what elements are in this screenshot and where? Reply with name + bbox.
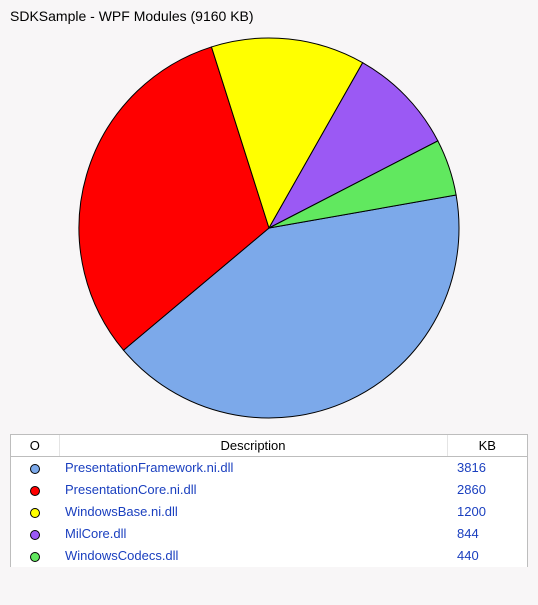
kb-cell: 1200 bbox=[447, 501, 527, 523]
swatch-cell bbox=[11, 523, 59, 545]
color-swatch-icon bbox=[30, 464, 40, 474]
description-cell: PresentationCore.ni.dll bbox=[59, 479, 447, 501]
swatch-cell bbox=[11, 457, 59, 480]
table-header-row: O Description KB bbox=[11, 435, 527, 457]
table-row[interactable]: WindowsCodecs.dll440 bbox=[11, 545, 527, 567]
description-cell: WindowsCodecs.dll bbox=[59, 545, 447, 567]
color-swatch-icon bbox=[30, 508, 40, 518]
color-swatch-icon bbox=[30, 530, 40, 540]
column-header-kb[interactable]: KB bbox=[447, 435, 527, 457]
color-swatch-icon bbox=[30, 486, 40, 496]
modules-table: O Description KB PresentationFramework.n… bbox=[11, 435, 527, 567]
column-header-description[interactable]: Description bbox=[59, 435, 447, 457]
description-cell: MilCore.dll bbox=[59, 523, 447, 545]
swatch-cell bbox=[11, 501, 59, 523]
kb-cell: 440 bbox=[447, 545, 527, 567]
table-row[interactable]: WindowsBase.ni.dll1200 bbox=[11, 501, 527, 523]
color-swatch-icon bbox=[30, 552, 40, 562]
kb-cell: 844 bbox=[447, 523, 527, 545]
table-row[interactable]: PresentationFramework.ni.dll3816 bbox=[11, 457, 527, 480]
pie-chart-container bbox=[0, 28, 538, 434]
table-row[interactable]: PresentationCore.ni.dll2860 bbox=[11, 479, 527, 501]
table-row[interactable]: MilCore.dll844 bbox=[11, 523, 527, 545]
modules-table-container: O Description KB PresentationFramework.n… bbox=[10, 434, 528, 567]
column-header-swatch[interactable]: O bbox=[11, 435, 59, 457]
swatch-cell bbox=[11, 479, 59, 501]
description-cell: PresentationFramework.ni.dll bbox=[59, 457, 447, 480]
swatch-cell bbox=[11, 545, 59, 567]
pie-chart bbox=[77, 36, 461, 420]
kb-cell: 3816 bbox=[447, 457, 527, 480]
page-title: SDKSample - WPF Modules (9160 KB) bbox=[0, 0, 538, 28]
description-cell: WindowsBase.ni.dll bbox=[59, 501, 447, 523]
kb-cell: 2860 bbox=[447, 479, 527, 501]
